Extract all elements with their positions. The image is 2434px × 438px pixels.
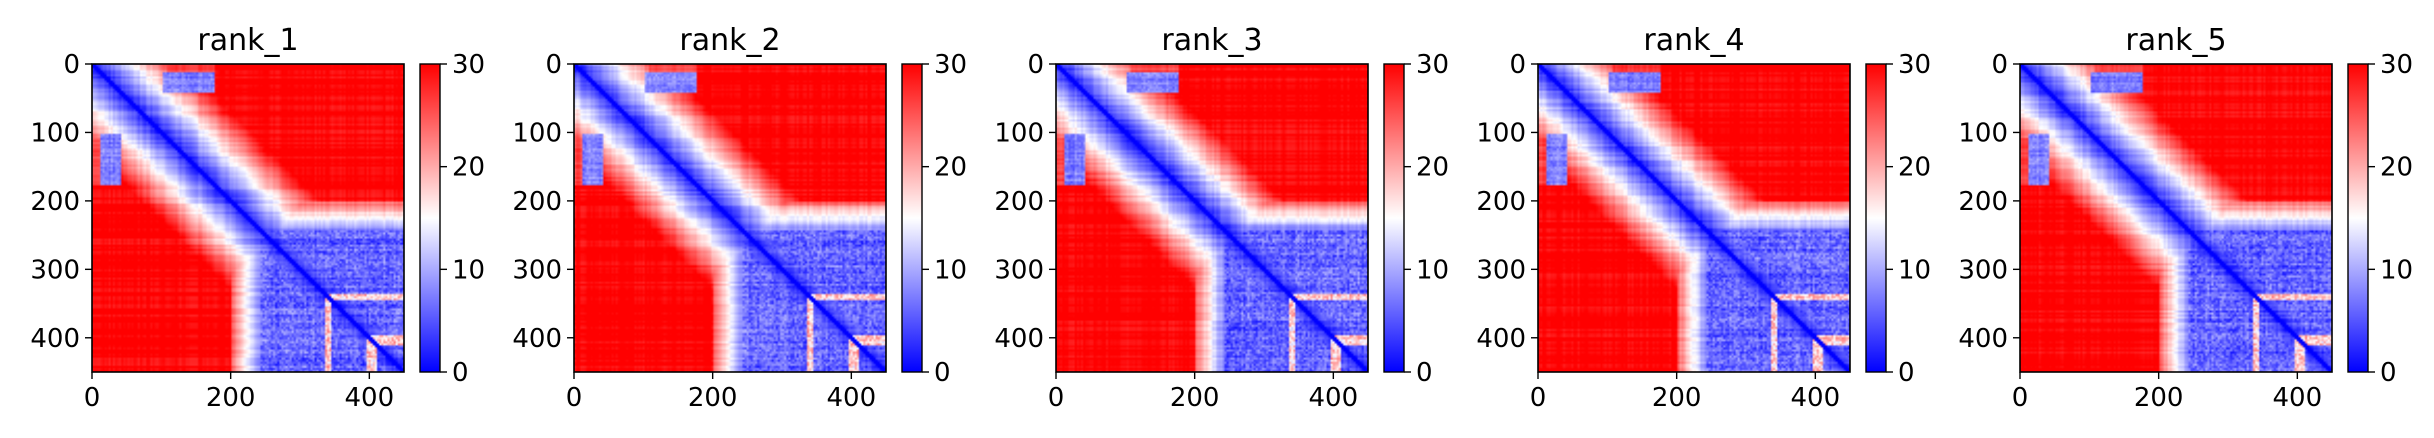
y-tick-label: 400: [1958, 324, 2008, 354]
x-tick-label: 400: [827, 383, 877, 413]
colorbar-tick-label: 0: [1898, 358, 1915, 388]
colorbar-tick-label: 30: [452, 50, 485, 80]
x-tick-label: 0: [566, 383, 583, 413]
colorbar-tick-label: 30: [1416, 50, 1449, 80]
x-tick-label: 0: [84, 383, 101, 413]
y-tick-label: 300: [994, 255, 1044, 285]
y-tick-label: 0: [545, 50, 562, 80]
chart-title: rank_1: [197, 23, 298, 58]
y-tick-label: 300: [30, 255, 80, 285]
heatmap-image: [2020, 64, 2332, 372]
colorbar-tick-label: 10: [452, 255, 485, 285]
y-tick-label: 100: [1476, 118, 1526, 148]
axes-frame: [91, 63, 405, 373]
y-tick-label: 0: [1509, 50, 1526, 80]
x-tick-label: 200: [688, 383, 738, 413]
x-tick-label: 200: [206, 383, 256, 413]
y-tick-label: 100: [30, 118, 80, 148]
colorbar-tick-label: 20: [2380, 153, 2413, 183]
colorbar-tick-label: 30: [934, 50, 967, 80]
colorbar-tick-label: 20: [452, 153, 485, 183]
y-tick-label: 100: [512, 118, 562, 148]
y-tick-label: 200: [1958, 187, 2008, 217]
x-tick-label: 200: [1652, 383, 1702, 413]
chart-title: rank_4: [1643, 23, 1744, 58]
y-tick-label: 100: [1958, 118, 2008, 148]
heatmap-image: [1056, 64, 1368, 372]
y-tick-label: 200: [1476, 187, 1526, 217]
y-tick-label: 400: [994, 324, 1044, 354]
y-tick-label: 400: [1476, 324, 1526, 354]
heatmap-image: [92, 64, 404, 372]
y-tick-label: 300: [512, 255, 562, 285]
colorbar: [1383, 63, 1405, 373]
colorbar-tick-label: 20: [934, 153, 967, 183]
chart-title: rank_2: [679, 23, 780, 58]
y-tick-label: 0: [1991, 50, 2008, 80]
colorbar-tick-label: 10: [2380, 255, 2413, 285]
y-tick-label: 0: [63, 50, 80, 80]
colorbar: [419, 63, 441, 373]
colorbar-tick-label: 20: [1416, 153, 1449, 183]
axes-frame: [1537, 63, 1851, 373]
heatmap-image: [574, 64, 886, 372]
colorbar-tick-label: 0: [452, 358, 469, 388]
colorbar-tick-label: 10: [1898, 255, 1931, 285]
colorbar-tick-label: 30: [1898, 50, 1931, 80]
colorbar-tick-label: 30: [2380, 50, 2413, 80]
colorbar-tick-label: 10: [934, 255, 967, 285]
colorbar-tick-label: 0: [1416, 358, 1433, 388]
colorbar-tick-label: 10: [1416, 255, 1449, 285]
chart-title: rank_5: [2125, 23, 2226, 58]
axes-frame: [1055, 63, 1369, 373]
y-tick-label: 300: [1476, 255, 1526, 285]
y-tick-label: 200: [512, 187, 562, 217]
y-tick-label: 200: [994, 187, 1044, 217]
x-tick-label: 0: [1530, 383, 1547, 413]
colorbar: [901, 63, 923, 373]
colorbar: [1865, 63, 1887, 373]
axes-frame: [2019, 63, 2333, 373]
x-tick-label: 400: [1309, 383, 1359, 413]
colorbar-tick-label: 0: [2380, 358, 2397, 388]
colorbar-tick-label: 20: [1898, 153, 1931, 183]
colorbar: [2347, 63, 2369, 373]
axes-frame: [573, 63, 887, 373]
y-tick-label: 100: [994, 118, 1044, 148]
y-tick-label: 400: [30, 324, 80, 354]
y-tick-label: 200: [30, 187, 80, 217]
colorbar-tick-label: 0: [934, 358, 951, 388]
x-tick-label: 0: [1048, 383, 1065, 413]
y-tick-label: 300: [1958, 255, 2008, 285]
y-tick-label: 400: [512, 324, 562, 354]
heatmap-image: [1538, 64, 1850, 372]
x-tick-label: 400: [1791, 383, 1841, 413]
y-tick-label: 0: [1027, 50, 1044, 80]
x-tick-label: 0: [2012, 383, 2029, 413]
chart-title: rank_3: [1161, 23, 1262, 58]
x-tick-label: 200: [1170, 383, 1220, 413]
x-tick-label: 400: [2273, 383, 2323, 413]
x-tick-label: 200: [2134, 383, 2184, 413]
x-tick-label: 400: [345, 383, 395, 413]
